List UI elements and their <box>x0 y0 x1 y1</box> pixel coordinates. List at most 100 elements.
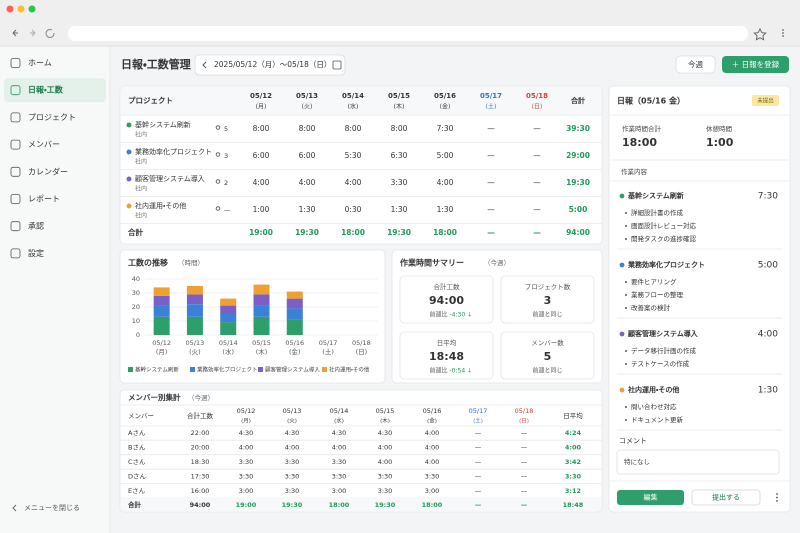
task: 問い合わせ対応 <box>631 402 677 411</box>
hours-cell: 3:00 <box>425 487 440 495</box>
hours-cell: 1:30 <box>391 205 408 214</box>
hours-cell: — <box>487 124 495 133</box>
back-button[interactable] <box>12 29 18 37</box>
hours-cell: 3:30 <box>391 178 408 187</box>
hours-cell: — <box>475 444 482 452</box>
stat-value: 5 <box>544 350 552 363</box>
stat-value: 18:48 <box>429 350 464 363</box>
summary-subtitle: （今週） <box>484 258 510 267</box>
footer-label: 合計 <box>127 227 143 237</box>
nav-item[interactable]: メンバー <box>28 140 60 149</box>
legend-swatch <box>258 367 263 372</box>
hours-cell: — <box>475 501 482 509</box>
report-panel <box>608 85 791 513</box>
collapse-menu[interactable]: メニューを閉じる <box>24 504 80 512</box>
week-button-label[interactable]: 今週 <box>688 59 703 69</box>
hours-cell: 3:30 <box>332 458 347 466</box>
stat-card <box>399 331 494 380</box>
nav-item[interactable]: 日報・工数 <box>28 85 64 95</box>
row-total: 5:00 <box>569 205 588 214</box>
hours-cell: — <box>475 487 482 495</box>
member-avg: 18:48 <box>563 501 584 509</box>
edit-button-label[interactable]: 編集 <box>644 493 658 502</box>
bar-segment <box>253 305 270 317</box>
prev-week[interactable] <box>202 61 207 69</box>
date-picker[interactable] <box>194 54 346 76</box>
day-header: (土) <box>473 417 483 425</box>
nav-item[interactable]: 設定 <box>28 249 44 258</box>
nav-item[interactable]: プロジェクト <box>28 113 76 122</box>
member-avg: 3:12 <box>565 487 581 495</box>
window-button <box>28 5 36 13</box>
register-button-label[interactable]: ＋ 日報を登録 <box>732 59 780 69</box>
member-count: — <box>224 206 231 214</box>
hours-cell: 18:00 <box>329 501 350 509</box>
nav-item[interactable]: ホーム <box>28 59 52 68</box>
forward-button[interactable] <box>30 29 36 37</box>
nav-item[interactable]: レポート <box>28 195 60 204</box>
date-header: 05/12 <box>237 407 256 415</box>
nav-icon <box>10 166 21 177</box>
report-hours: 7:30 <box>758 192 778 202</box>
hours-cell: 4:00 <box>425 444 440 452</box>
hours-cell: — <box>475 473 482 481</box>
register-button[interactable] <box>722 56 789 73</box>
x-tick-label: 05/12 <box>152 339 171 347</box>
x-tick-sublabel: (木) <box>256 347 268 356</box>
stat-label: 合計工数 <box>434 282 461 291</box>
member-name: Dさん <box>128 473 147 481</box>
stat-card <box>500 275 595 324</box>
footer-cell: 19:30 <box>295 228 319 237</box>
hours-cell: 3:30 <box>239 473 254 481</box>
stat-card <box>399 275 494 324</box>
address-bar[interactable] <box>68 26 748 41</box>
project-name: 社内運用・その他 <box>135 201 186 210</box>
summary-title: 作業時間サマリー <box>400 258 464 268</box>
chart-title: 工数の推移 <box>128 258 168 268</box>
reload-button[interactable] <box>45 29 55 38</box>
submit-button[interactable] <box>691 489 761 506</box>
hours-cell: 4:00 <box>332 444 347 452</box>
member-avg: 4:00 <box>565 444 582 452</box>
comment-label: コメント <box>619 437 647 445</box>
y-tick-label: 10 <box>132 317 140 325</box>
bullet <box>625 419 627 421</box>
member-total: 18:30 <box>191 458 210 466</box>
report-hours: 4:00 <box>758 330 778 340</box>
hours-cell: 0:30 <box>345 205 362 214</box>
row-total: 19:30 <box>566 178 590 187</box>
more-dot <box>776 496 778 499</box>
date-range: 2025/05/12（月）～05/18（日） <box>214 60 331 69</box>
member-icon <box>215 125 221 130</box>
hours-cell: 3:30 <box>425 473 440 481</box>
y-tick-label: 30 <box>132 289 140 297</box>
collapse-icon[interactable] <box>12 504 17 512</box>
member-icon <box>215 179 221 184</box>
hours-cell: 19:00 <box>236 501 257 509</box>
report-project: 顧客管理システム導入 <box>628 329 699 338</box>
x-tick-label: 05/13 <box>186 339 205 347</box>
bar-segment <box>253 316 270 335</box>
bar-segment <box>253 284 270 295</box>
task: 改善案の検討 <box>631 303 671 312</box>
report-project: 社内運用・その他 <box>627 385 679 394</box>
submit-button-label[interactable]: 提出する <box>712 493 740 502</box>
week-button[interactable] <box>675 55 716 74</box>
nav-item[interactable]: 承認 <box>28 222 44 231</box>
hours-cell: 8:00 <box>253 124 270 133</box>
comment-box[interactable] <box>616 449 780 475</box>
legend-swatch <box>128 367 133 372</box>
footer-cell: 19:30 <box>387 228 411 237</box>
legend-label: 顧客管理システム導入 <box>265 366 320 374</box>
hours-cell: — <box>475 458 482 466</box>
day-header: (金) <box>440 103 451 111</box>
task: 詳細設計書の作成 <box>631 208 684 217</box>
column-header: 合計 <box>570 96 585 105</box>
day-header: (木) <box>380 417 390 425</box>
project-dot <box>126 203 132 209</box>
bookmark-icon[interactable] <box>753 27 767 41</box>
edit-button[interactable] <box>617 490 684 505</box>
nav-item[interactable]: カレンダー <box>28 166 68 176</box>
bar-segment <box>220 314 237 323</box>
